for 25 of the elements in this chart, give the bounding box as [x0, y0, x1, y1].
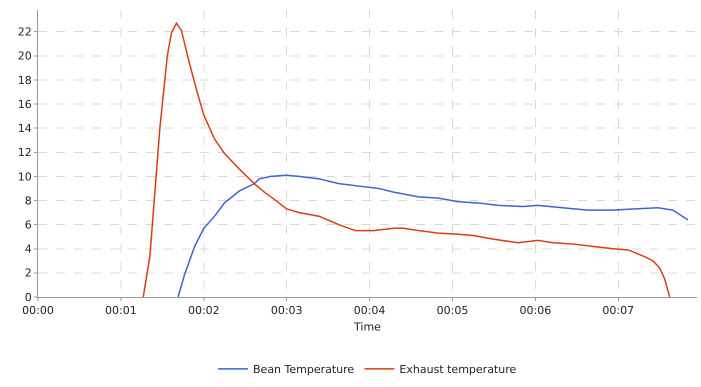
y-tick-label: 12	[18, 146, 32, 160]
y-tick-label: 0	[24, 290, 32, 304]
y-tick-label: 18	[18, 74, 32, 87]
x-tick-label: 00:03	[270, 304, 303, 318]
legend-label: Exhaust temperature	[399, 363, 516, 376]
x-tick-label: 00:05	[436, 304, 468, 318]
y-tick-label: 4	[24, 242, 32, 256]
x-tick-label: 00:02	[188, 304, 220, 318]
y-tick-label: 14	[18, 122, 32, 136]
y-tick-label: 2	[24, 266, 32, 280]
x-tick-label: 00:07	[602, 304, 634, 318]
y-tick-label: 22	[18, 26, 32, 39]
x-tick-label: 00:06	[520, 304, 552, 318]
line-series	[142, 22, 670, 297]
x-tick-label: 00:01	[105, 304, 137, 318]
y-tick-label: 8	[24, 194, 32, 208]
y-tick-label: 16	[18, 98, 32, 111]
x-axis-title: Time	[353, 320, 382, 334]
x-tick-label: 00:04	[354, 304, 386, 318]
line-series	[177, 174, 689, 297]
y-tick-label: 6	[24, 218, 32, 232]
y-tick-label: 20	[18, 50, 32, 63]
y-tick-label: 10	[18, 170, 32, 184]
legend-label: Bean Temperature	[253, 363, 354, 376]
x-tick-label: 00:00	[22, 304, 54, 318]
